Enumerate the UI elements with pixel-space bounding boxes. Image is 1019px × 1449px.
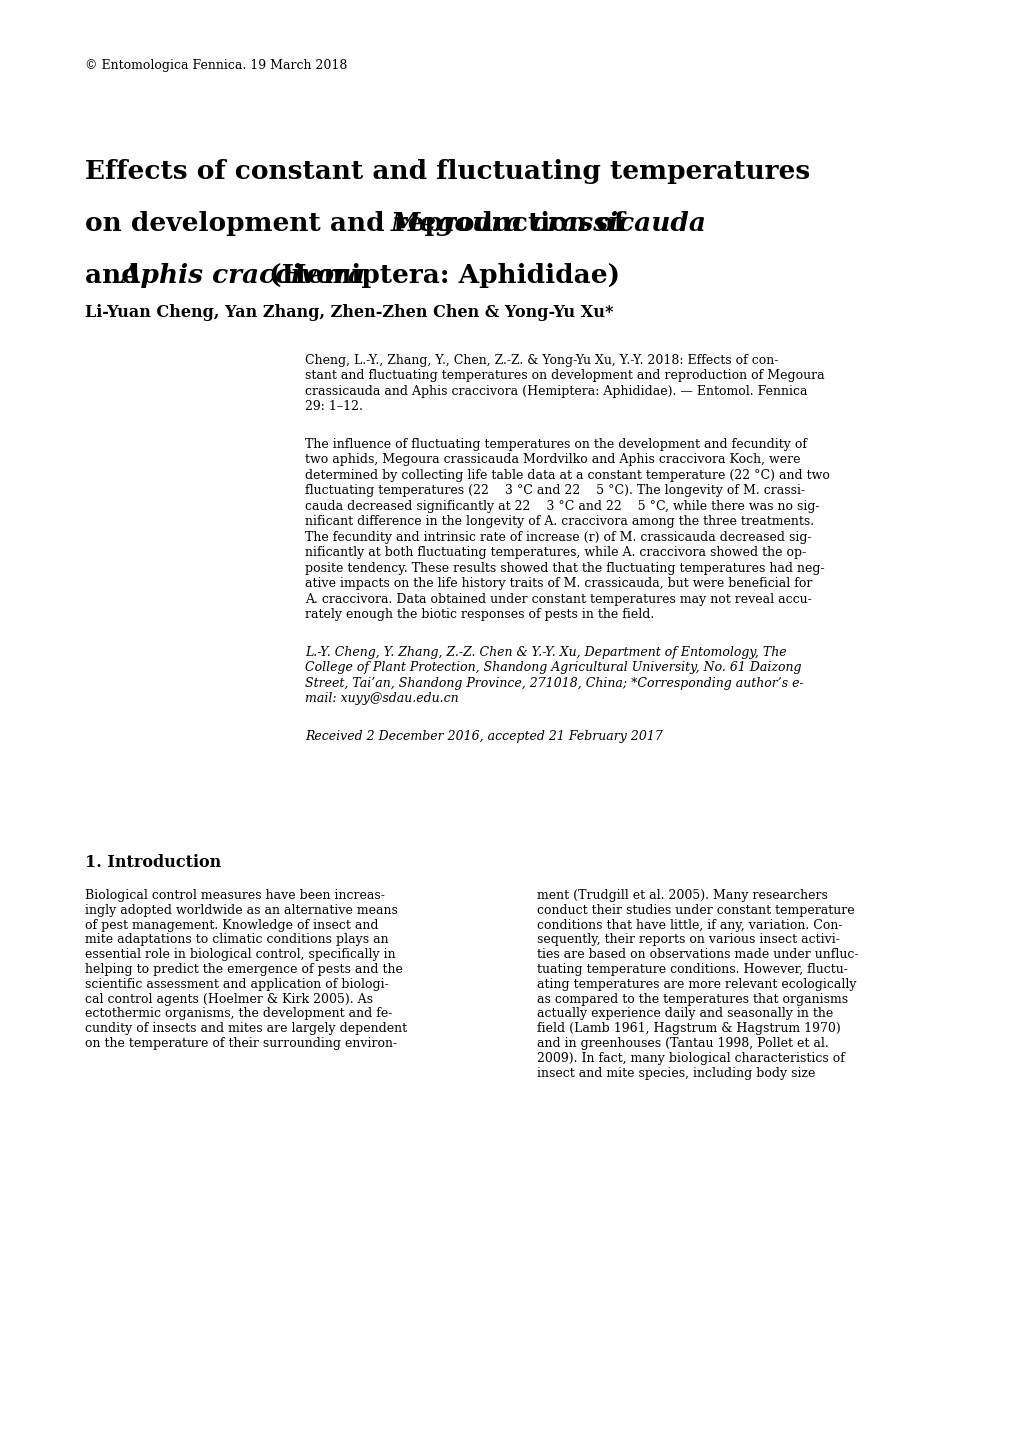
Text: tuating temperature conditions. However, fluctu-: tuating temperature conditions. However,… <box>537 964 848 977</box>
Text: Aphis craccivora: Aphis craccivora <box>120 264 365 288</box>
Text: nificant difference in the longevity of A. craccivora among the three treatments: nificant difference in the longevity of … <box>305 516 813 529</box>
Text: Effects of constant and fluctuating temperatures: Effects of constant and fluctuating temp… <box>85 159 809 184</box>
Text: ating temperatures are more relevant ecologically: ating temperatures are more relevant eco… <box>537 978 856 991</box>
Text: ative impacts on the life history traits of M. crassicauda, but were beneficial : ative impacts on the life history traits… <box>305 578 811 591</box>
Text: crassicauda and Aphis craccivora (Hemiptera: Aphididae). — Entomol. Fennica: crassicauda and Aphis craccivora (Hemipt… <box>305 385 807 398</box>
Text: ment (Trudgill et al. 2005). Many researchers: ment (Trudgill et al. 2005). Many resear… <box>537 890 827 901</box>
Text: on development and reproduction of: on development and reproduction of <box>85 212 634 236</box>
Text: conditions that have little, if any, variation. Con-: conditions that have little, if any, var… <box>537 919 842 932</box>
Text: as compared to the temperatures that organisms: as compared to the temperatures that org… <box>537 993 848 1006</box>
Text: essential role in biological control, specifically in: essential role in biological control, sp… <box>85 948 395 961</box>
Text: Li-Yuan Cheng, Yan Zhang, Zhen-Zhen Chen & Yong-Yu Xu*: Li-Yuan Cheng, Yan Zhang, Zhen-Zhen Chen… <box>85 304 612 322</box>
Text: two aphids, Megoura crassicauda Mordvilko and Aphis craccivora Koch, were: two aphids, Megoura crassicauda Mordvilk… <box>305 454 800 467</box>
Text: 29: 1–12.: 29: 1–12. <box>305 400 363 413</box>
Text: insect and mite species, including body size: insect and mite species, including body … <box>537 1066 815 1080</box>
Text: conduct their studies under constant temperature: conduct their studies under constant tem… <box>537 904 854 917</box>
Text: on the temperature of their surrounding environ-: on the temperature of their surrounding … <box>85 1037 396 1051</box>
Text: scientific assessment and application of biologi-: scientific assessment and application of… <box>85 978 388 991</box>
Text: Received 2 December 2016, accepted 21 February 2017: Received 2 December 2016, accepted 21 Fe… <box>305 730 662 743</box>
Text: The influence of fluctuating temperatures on the development and fecundity of: The influence of fluctuating temperature… <box>305 438 806 451</box>
Text: 1. Introduction: 1. Introduction <box>85 853 221 871</box>
Text: cundity of insects and mites are largely dependent: cundity of insects and mites are largely… <box>85 1022 407 1035</box>
Text: Biological control measures have been increas-: Biological control measures have been in… <box>85 890 384 901</box>
Text: mail: xuyy@sdau.edu.cn: mail: xuyy@sdau.edu.cn <box>305 693 459 706</box>
Text: College of Plant Protection, Shandong Agricultural University, No. 61 Daizong: College of Plant Protection, Shandong Ag… <box>305 662 801 674</box>
Text: of pest management. Knowledge of insect and: of pest management. Knowledge of insect … <box>85 919 378 932</box>
Text: Megoura crassicauda: Megoura crassicauda <box>391 212 706 236</box>
Text: L.-Y. Cheng, Y. Zhang, Z.-Z. Chen & Y.-Y. Xu, Department of Entomology, The: L.-Y. Cheng, Y. Zhang, Z.-Z. Chen & Y.-Y… <box>305 646 786 659</box>
Text: 2009). In fact, many biological characteristics of: 2009). In fact, many biological characte… <box>537 1052 845 1065</box>
Text: and: and <box>85 264 149 288</box>
Text: ectothermic organisms, the development and fe-: ectothermic organisms, the development a… <box>85 1007 392 1020</box>
Text: actually experience daily and seasonally in the: actually experience daily and seasonally… <box>537 1007 833 1020</box>
Text: © Entomologica Fennica. 19 March 2018: © Entomologica Fennica. 19 March 2018 <box>85 59 347 72</box>
Text: Street, Tai’an, Shandong Province, 271018, China; *Corresponding author’s e-: Street, Tai’an, Shandong Province, 27101… <box>305 677 803 690</box>
Text: helping to predict the emergence of pests and the: helping to predict the emergence of pest… <box>85 964 403 977</box>
Text: Cheng, L.-Y., Zhang, Y., Chen, Z.-Z. & Yong-Yu Xu, Y.-Y. 2018: Effects of con-: Cheng, L.-Y., Zhang, Y., Chen, Z.-Z. & Y… <box>305 354 777 367</box>
Text: fluctuating temperatures (22    3 °C and 22    5 °C). The longevity of M. crassi: fluctuating temperatures (22 3 °C and 22… <box>305 484 804 497</box>
Text: determined by collecting life table data at a constant temperature (22 °C) and t: determined by collecting life table data… <box>305 469 829 483</box>
Text: posite tendency. These results showed that the fluctuating temperatures had neg-: posite tendency. These results showed th… <box>305 562 823 575</box>
Text: rately enough the biotic responses of pests in the field.: rately enough the biotic responses of pe… <box>305 609 653 622</box>
Text: cauda decreased significantly at 22    3 °C and 22    5 °C, while there was no s: cauda decreased significantly at 22 3 °C… <box>305 500 819 513</box>
Text: A. craccivora. Data obtained under constant temperatures may not reveal accu-: A. craccivora. Data obtained under const… <box>305 593 811 606</box>
Text: The fecundity and intrinsic rate of increase (r) of M. crassicauda decreased sig: The fecundity and intrinsic rate of incr… <box>305 530 811 543</box>
Text: and in greenhouses (Tantau 1998, Pollet et al.: and in greenhouses (Tantau 1998, Pollet … <box>537 1037 828 1051</box>
Text: cal control agents (Hoelmer & Kirk 2005). As: cal control agents (Hoelmer & Kirk 2005)… <box>85 993 373 1006</box>
Text: ingly adopted worldwide as an alternative means: ingly adopted worldwide as an alternativ… <box>85 904 397 917</box>
Text: ties are based on observations made under unfluc-: ties are based on observations made unde… <box>537 948 858 961</box>
Text: (Hemiptera: Aphididae): (Hemiptera: Aphididae) <box>260 264 620 288</box>
Text: sequently, their reports on various insect activi-: sequently, their reports on various inse… <box>537 933 840 946</box>
Text: nificantly at both fluctuating temperatures, while A. craccivora showed the op-: nificantly at both fluctuating temperatu… <box>305 546 805 559</box>
Text: stant and fluctuating temperatures on development and reproduction of Megoura: stant and fluctuating temperatures on de… <box>305 369 823 383</box>
Text: field (Lamb 1961, Hagstrum & Hagstrum 1970): field (Lamb 1961, Hagstrum & Hagstrum 19… <box>537 1022 841 1035</box>
Text: mite adaptations to climatic conditions plays an: mite adaptations to climatic conditions … <box>85 933 388 946</box>
